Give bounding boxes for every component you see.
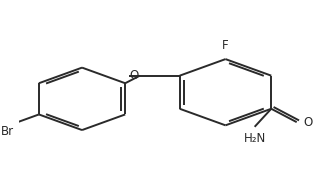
Text: Br: Br — [1, 125, 14, 138]
Text: H₂N: H₂N — [243, 132, 266, 146]
Text: O: O — [130, 69, 139, 82]
Text: O: O — [303, 116, 313, 129]
Text: F: F — [222, 40, 229, 52]
